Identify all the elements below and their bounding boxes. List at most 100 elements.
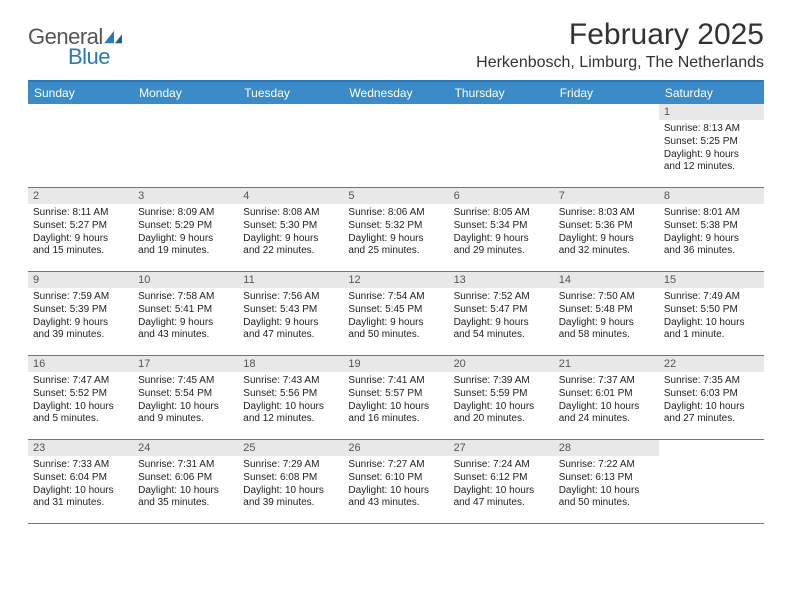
daylight-text: Daylight: 10 hours bbox=[664, 317, 759, 330]
calendar-page: GeneralBlue February 2025 Herkenbosch, L… bbox=[0, 0, 792, 534]
day-cell: 19Sunrise: 7:41 AMSunset: 5:57 PMDayligh… bbox=[343, 356, 448, 439]
daylight-text: and 27 minutes. bbox=[664, 413, 759, 426]
day-body: Sunrise: 8:05 AMSunset: 5:34 PMDaylight:… bbox=[449, 204, 554, 262]
day-cell: 24Sunrise: 7:31 AMSunset: 6:06 PMDayligh… bbox=[133, 440, 238, 523]
day-cell: 25Sunrise: 7:29 AMSunset: 6:08 PMDayligh… bbox=[238, 440, 343, 523]
sunrise-text: Sunrise: 7:33 AM bbox=[33, 459, 128, 472]
day-body: Sunrise: 8:13 AMSunset: 5:25 PMDaylight:… bbox=[659, 120, 764, 178]
sunset-text: Sunset: 5:36 PM bbox=[559, 220, 654, 233]
sunset-text: Sunset: 6:06 PM bbox=[138, 472, 233, 485]
sunrise-text: Sunrise: 8:13 AM bbox=[664, 123, 759, 136]
date-number: 10 bbox=[133, 272, 238, 288]
day-cell bbox=[28, 104, 133, 187]
date-number: 9 bbox=[28, 272, 133, 288]
daylight-text: and 15 minutes. bbox=[33, 245, 128, 258]
day-body: Sunrise: 7:41 AMSunset: 5:57 PMDaylight:… bbox=[343, 372, 448, 430]
date-number: 26 bbox=[343, 440, 448, 456]
day-cell: 17Sunrise: 7:45 AMSunset: 5:54 PMDayligh… bbox=[133, 356, 238, 439]
sunset-text: Sunset: 5:47 PM bbox=[454, 304, 549, 317]
sunrise-text: Sunrise: 7:37 AM bbox=[559, 375, 654, 388]
day-body: Sunrise: 8:03 AMSunset: 5:36 PMDaylight:… bbox=[554, 204, 659, 262]
sunrise-text: Sunrise: 7:58 AM bbox=[138, 291, 233, 304]
sunset-text: Sunset: 5:54 PM bbox=[138, 388, 233, 401]
sunrise-text: Sunrise: 7:54 AM bbox=[348, 291, 443, 304]
daylight-text: and 31 minutes. bbox=[33, 497, 128, 510]
sunrise-text: Sunrise: 7:43 AM bbox=[243, 375, 338, 388]
date-number: 25 bbox=[238, 440, 343, 456]
daylight-text: and 20 minutes. bbox=[454, 413, 549, 426]
week-row: 16Sunrise: 7:47 AMSunset: 5:52 PMDayligh… bbox=[28, 356, 764, 440]
daylight-text: Daylight: 9 hours bbox=[243, 317, 338, 330]
day-cell bbox=[554, 104, 659, 187]
sunset-text: Sunset: 6:10 PM bbox=[348, 472, 443, 485]
day-body: Sunrise: 7:43 AMSunset: 5:56 PMDaylight:… bbox=[238, 372, 343, 430]
date-number: 6 bbox=[449, 188, 554, 204]
date-number: 22 bbox=[659, 356, 764, 372]
day-cell: 8Sunrise: 8:01 AMSunset: 5:38 PMDaylight… bbox=[659, 188, 764, 271]
date-number: 1 bbox=[659, 104, 764, 120]
day-cell: 16Sunrise: 7:47 AMSunset: 5:52 PMDayligh… bbox=[28, 356, 133, 439]
sunset-text: Sunset: 5:29 PM bbox=[138, 220, 233, 233]
day-body: Sunrise: 7:37 AMSunset: 6:01 PMDaylight:… bbox=[554, 372, 659, 430]
day-cell: 5Sunrise: 8:06 AMSunset: 5:32 PMDaylight… bbox=[343, 188, 448, 271]
date-number: 18 bbox=[238, 356, 343, 372]
daylight-text: and 24 minutes. bbox=[559, 413, 654, 426]
day-cell: 6Sunrise: 8:05 AMSunset: 5:34 PMDaylight… bbox=[449, 188, 554, 271]
day-header: Thursday bbox=[449, 82, 554, 104]
day-cell bbox=[238, 104, 343, 187]
daylight-text: Daylight: 10 hours bbox=[454, 485, 549, 498]
logo: GeneralBlue bbox=[28, 18, 124, 70]
week-row: 1Sunrise: 8:13 AMSunset: 5:25 PMDaylight… bbox=[28, 104, 764, 188]
sunset-text: Sunset: 6:12 PM bbox=[454, 472, 549, 485]
sunset-text: Sunset: 6:01 PM bbox=[559, 388, 654, 401]
daylight-text: and 50 minutes. bbox=[348, 329, 443, 342]
day-body: Sunrise: 8:08 AMSunset: 5:30 PMDaylight:… bbox=[238, 204, 343, 262]
sunrise-text: Sunrise: 7:45 AM bbox=[138, 375, 233, 388]
day-cell: 26Sunrise: 7:27 AMSunset: 6:10 PMDayligh… bbox=[343, 440, 448, 523]
daylight-text: Daylight: 9 hours bbox=[454, 233, 549, 246]
daylight-text: Daylight: 10 hours bbox=[454, 401, 549, 414]
day-body: Sunrise: 7:29 AMSunset: 6:08 PMDaylight:… bbox=[238, 456, 343, 514]
sunset-text: Sunset: 5:38 PM bbox=[664, 220, 759, 233]
daylight-text: and 19 minutes. bbox=[138, 245, 233, 258]
day-cell: 12Sunrise: 7:54 AMSunset: 5:45 PMDayligh… bbox=[343, 272, 448, 355]
daylight-text: Daylight: 9 hours bbox=[664, 233, 759, 246]
daylight-text: and 25 minutes. bbox=[348, 245, 443, 258]
sunrise-text: Sunrise: 8:09 AM bbox=[138, 207, 233, 220]
day-cell: 20Sunrise: 7:39 AMSunset: 5:59 PMDayligh… bbox=[449, 356, 554, 439]
sunrise-text: Sunrise: 7:59 AM bbox=[33, 291, 128, 304]
day-body: Sunrise: 7:50 AMSunset: 5:48 PMDaylight:… bbox=[554, 288, 659, 346]
daylight-text: and 47 minutes. bbox=[454, 497, 549, 510]
daylight-text: Daylight: 9 hours bbox=[33, 317, 128, 330]
date-number: 2 bbox=[28, 188, 133, 204]
daylight-text: Daylight: 9 hours bbox=[138, 317, 233, 330]
day-body: Sunrise: 7:33 AMSunset: 6:04 PMDaylight:… bbox=[28, 456, 133, 514]
sunset-text: Sunset: 5:39 PM bbox=[33, 304, 128, 317]
sunset-text: Sunset: 5:34 PM bbox=[454, 220, 549, 233]
sunrise-text: Sunrise: 7:56 AM bbox=[243, 291, 338, 304]
date-number: 27 bbox=[449, 440, 554, 456]
sunrise-text: Sunrise: 8:06 AM bbox=[348, 207, 443, 220]
day-cell: 9 Sunrise: 7:59 AMSunset: 5:39 PMDaylight… bbox=[28, 272, 133, 355]
sunrise-text: Sunrise: 7:41 AM bbox=[348, 375, 443, 388]
day-body: Sunrise: 7:54 AMSunset: 5:45 PMDaylight:… bbox=[343, 288, 448, 346]
sunset-text: Sunset: 5:32 PM bbox=[348, 220, 443, 233]
sunset-text: Sunset: 5:59 PM bbox=[454, 388, 549, 401]
day-header: Wednesday bbox=[343, 82, 448, 104]
sunset-text: Sunset: 5:57 PM bbox=[348, 388, 443, 401]
date-number: 3 bbox=[133, 188, 238, 204]
date-number: 24 bbox=[133, 440, 238, 456]
daylight-text: and 1 minute. bbox=[664, 329, 759, 342]
day-header-row: Sunday Monday Tuesday Wednesday Thursday… bbox=[28, 82, 764, 104]
daylight-text: Daylight: 9 hours bbox=[348, 317, 443, 330]
daylight-text: and 12 minutes. bbox=[243, 413, 338, 426]
day-body: Sunrise: 8:11 AMSunset: 5:27 PMDaylight:… bbox=[28, 204, 133, 262]
day-body: Sunrise: 7:39 AMSunset: 5:59 PMDaylight:… bbox=[449, 372, 554, 430]
daylight-text: Daylight: 10 hours bbox=[348, 485, 443, 498]
day-cell bbox=[449, 104, 554, 187]
day-cell: 10Sunrise: 7:58 AMSunset: 5:41 PMDayligh… bbox=[133, 272, 238, 355]
day-body: Sunrise: 7:45 AMSunset: 5:54 PMDaylight:… bbox=[133, 372, 238, 430]
sunset-text: Sunset: 5:50 PM bbox=[664, 304, 759, 317]
daylight-text: Daylight: 10 hours bbox=[348, 401, 443, 414]
day-body: Sunrise: 7:24 AMSunset: 6:12 PMDaylight:… bbox=[449, 456, 554, 514]
